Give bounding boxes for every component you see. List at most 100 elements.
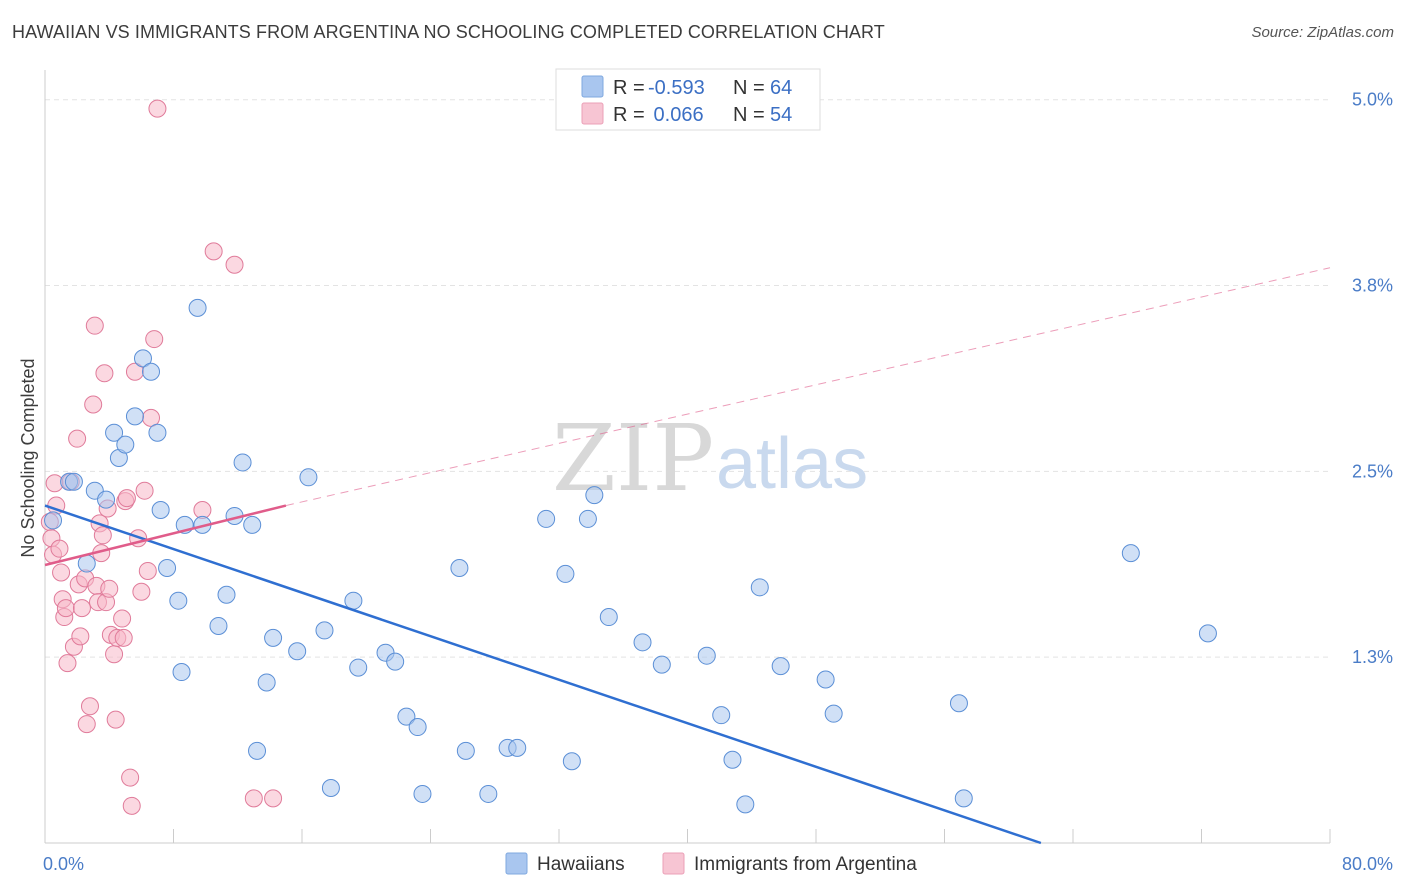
y-tick-label-3: 5.0% (1352, 90, 1393, 110)
hawaiians-point-20 (209, 616, 228, 635)
legend-r-value-2: 0.066 (648, 104, 704, 126)
axes (44, 70, 1331, 844)
hawaiians-point-16 (158, 558, 177, 577)
legend-swatch-argentina (581, 102, 604, 125)
hawaiians-point-30 (315, 621, 334, 640)
hawaiians-point-31 (321, 778, 340, 797)
hawaiians-point-18 (188, 298, 207, 317)
hawaiians-point-36 (397, 707, 416, 726)
y-axis-label: No Schooling Completed (18, 358, 38, 557)
argentina-point-39 (122, 796, 141, 815)
hawaiians-point-11 (142, 362, 161, 381)
series-legend: Hawaiians Immigrants from Argentina (505, 852, 917, 875)
hawaiians-point-40 (456, 741, 475, 760)
bottom-legend-swatch-hawaiians (505, 852, 528, 875)
argentina-point-42 (132, 582, 151, 601)
hawaiians-point-6 (105, 423, 124, 442)
chart-title: HAWAIIAN VS IMMIGRANTS FROM ARGENTINA NO… (12, 22, 885, 42)
legend-n-value-1: 64 (770, 77, 792, 99)
y-tick-label-2: 3.8% (1352, 276, 1393, 296)
hawaiians-point-28 (288, 642, 307, 661)
hawaiians-point-15 (169, 591, 188, 610)
hawaiians-point-45 (556, 564, 575, 583)
trendlines (44, 267, 1331, 845)
argentina-point-18 (77, 715, 96, 734)
trendline-0 (44, 504, 1042, 845)
watermark-zip: ZIP (552, 405, 714, 512)
argentina-point-31 (105, 645, 124, 664)
hawaiians-point-32 (344, 591, 363, 610)
hawaiians-point-41 (479, 784, 498, 803)
hawaiians-point-14 (172, 663, 191, 682)
argentina-point-35 (114, 628, 133, 647)
hawaiians-point-0 (44, 511, 63, 530)
hawaiians-point-49 (599, 608, 618, 627)
bottom-legend-swatch-argentina (662, 852, 685, 875)
hawaiians-point-21 (217, 585, 236, 604)
hawaiians-point-3 (77, 554, 96, 573)
hawaiians-point-56 (750, 578, 769, 597)
argentina-point-46 (145, 330, 164, 349)
hawaiians-point-12 (148, 423, 167, 442)
legend-n-value-2: 54 (770, 104, 792, 126)
hawaiians-point-43 (508, 738, 527, 757)
hawaiians-point-26 (257, 673, 276, 692)
hawaiians-point-57 (771, 657, 790, 676)
x-tick-label-0: 0.0% (43, 854, 84, 874)
argentina-point-37 (117, 489, 136, 508)
argentina-point-47 (148, 99, 167, 118)
argentina-point-21 (85, 316, 104, 335)
bottom-legend-hawaiians: Hawaiians (537, 854, 625, 875)
watermark: ZIP atlas (552, 405, 868, 512)
hawaiians-point-35 (386, 652, 405, 671)
legend-swatch-hawaiians (581, 75, 604, 98)
hawaiians-point-54 (723, 750, 742, 769)
grid-lines (45, 99, 1330, 658)
hawaiians-point-10 (133, 349, 152, 368)
hawaiians-point-52 (697, 646, 716, 665)
x-tick-labels: 0.0% 80.0% (43, 854, 1393, 874)
hawaiians-point-25 (248, 741, 267, 760)
argentina-point-51 (244, 789, 263, 808)
trendline-1 (44, 504, 287, 567)
argentina-point-9 (56, 599, 75, 618)
argentina-point-53 (93, 526, 112, 545)
hawaiians-point-44 (537, 509, 556, 528)
hawaiians-point-60 (949, 694, 968, 713)
argentina-point-26 (95, 364, 114, 383)
argentina-point-32 (106, 710, 125, 729)
y-tick-label-0: 1.3% (1352, 647, 1393, 667)
argentina-point-38 (121, 768, 140, 787)
legend-n-label-1: N = (733, 77, 765, 99)
argentina-point-16 (72, 599, 91, 618)
argentina-point-19 (80, 697, 99, 716)
hawaiians-point-58 (816, 670, 835, 689)
hawaiians-point-61 (954, 789, 973, 808)
argentina-point-13 (68, 429, 87, 448)
hawaiians-point-27 (264, 628, 283, 647)
argentina-point-6 (52, 563, 71, 582)
hawaiians-point-9 (125, 407, 144, 426)
hawaiians-point-46 (562, 752, 581, 771)
hawaiians-point-63 (1121, 544, 1140, 563)
legend-r-label-2: R = (613, 104, 645, 126)
hawaiians-point-23 (233, 453, 252, 472)
hawaiians-point-59 (824, 704, 843, 723)
stats-legend: R = -0.593 N = 64 R = 0.066 N = 54 (555, 68, 821, 131)
argentina-point-5 (50, 539, 69, 558)
argentina-point-44 (138, 561, 157, 580)
hawaiians-point-62 (1198, 624, 1217, 643)
argentina-point-50 (225, 255, 244, 274)
trendline-2 (285, 267, 1331, 507)
hawaiians-point-38 (413, 784, 432, 803)
hawaiians-point-37 (408, 718, 427, 737)
argentina-point-10 (58, 654, 77, 673)
argentina-point-29 (100, 579, 119, 598)
legend-r-label-1: R = (613, 77, 645, 99)
chart-source: Source: ZipAtlas.com (1251, 24, 1394, 41)
y-tick-labels: 1.3% 2.5% 3.8% 5.0% (1352, 90, 1393, 667)
hawaiians-point-53 (712, 706, 731, 725)
hawaiians-point-50 (633, 633, 652, 652)
y-tick-label-1: 2.5% (1352, 461, 1393, 481)
